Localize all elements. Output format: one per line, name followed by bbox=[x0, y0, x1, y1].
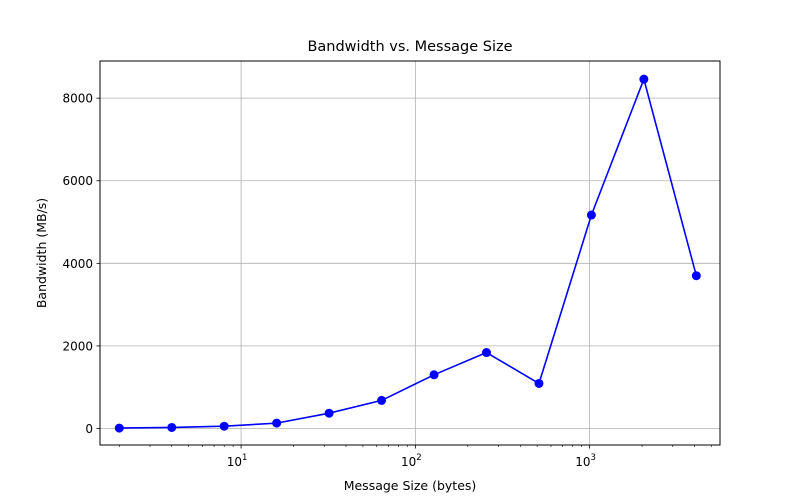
x-tick-label: 103 bbox=[575, 453, 596, 469]
data-point bbox=[534, 378, 544, 388]
x-axis-label: Message Size (bytes) bbox=[344, 478, 477, 493]
chart-title: Bandwidth vs. Message Size bbox=[307, 39, 512, 55]
x-tick-label-base: 10 bbox=[227, 455, 242, 469]
data-series bbox=[114, 74, 701, 433]
x-tick-label-exponent: 1 bbox=[242, 453, 247, 463]
data-point bbox=[324, 408, 334, 418]
x-tick-label: 102 bbox=[401, 453, 422, 469]
data-point bbox=[377, 395, 387, 405]
data-point bbox=[167, 422, 177, 432]
x-tick-label-exponent: 3 bbox=[591, 453, 596, 463]
data-point bbox=[429, 370, 439, 380]
data-point bbox=[639, 74, 649, 84]
grid-lines bbox=[100, 61, 720, 445]
data-point bbox=[481, 348, 491, 358]
x-axis-ticks: 101 102 103 bbox=[227, 445, 596, 469]
data-point bbox=[691, 271, 701, 281]
y-axis-ticks: 0 2000 4000 6000 8000 bbox=[62, 92, 100, 436]
x-tick-label-exponent: 2 bbox=[416, 453, 421, 463]
x-tick-label-base: 10 bbox=[575, 455, 590, 469]
data-point bbox=[114, 423, 124, 433]
data-point bbox=[272, 418, 282, 428]
plot-frame bbox=[99, 60, 721, 446]
x-tick-label: 101 bbox=[227, 453, 248, 469]
y-tick-label: 0 bbox=[85, 422, 93, 436]
x-tick-label-base: 10 bbox=[401, 455, 416, 469]
y-tick-label: 2000 bbox=[62, 339, 93, 353]
series-line bbox=[119, 78, 698, 429]
y-tick-label: 6000 bbox=[62, 174, 93, 188]
data-point bbox=[586, 210, 596, 220]
y-axis-label: Bandwidth (MB/s) bbox=[34, 198, 49, 308]
y-tick-label: 4000 bbox=[62, 257, 93, 271]
data-point bbox=[219, 421, 229, 431]
y-tick-label: 8000 bbox=[62, 92, 93, 106]
